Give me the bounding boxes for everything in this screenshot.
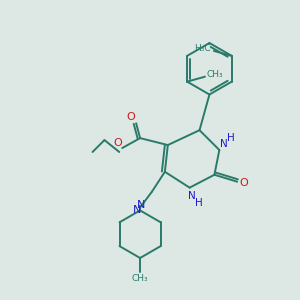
Text: H: H (195, 197, 203, 208)
Text: N: N (220, 139, 228, 149)
Text: H: H (227, 133, 235, 143)
Text: O: O (127, 112, 136, 122)
Text: H₃C: H₃C (194, 44, 210, 53)
Text: CH₃: CH₃ (207, 70, 223, 79)
Text: O: O (240, 178, 248, 188)
Text: N: N (133, 206, 141, 215)
Text: CH₃: CH₃ (132, 274, 148, 283)
Text: N: N (188, 190, 196, 201)
Text: N: N (137, 200, 145, 211)
Text: O: O (113, 138, 122, 148)
